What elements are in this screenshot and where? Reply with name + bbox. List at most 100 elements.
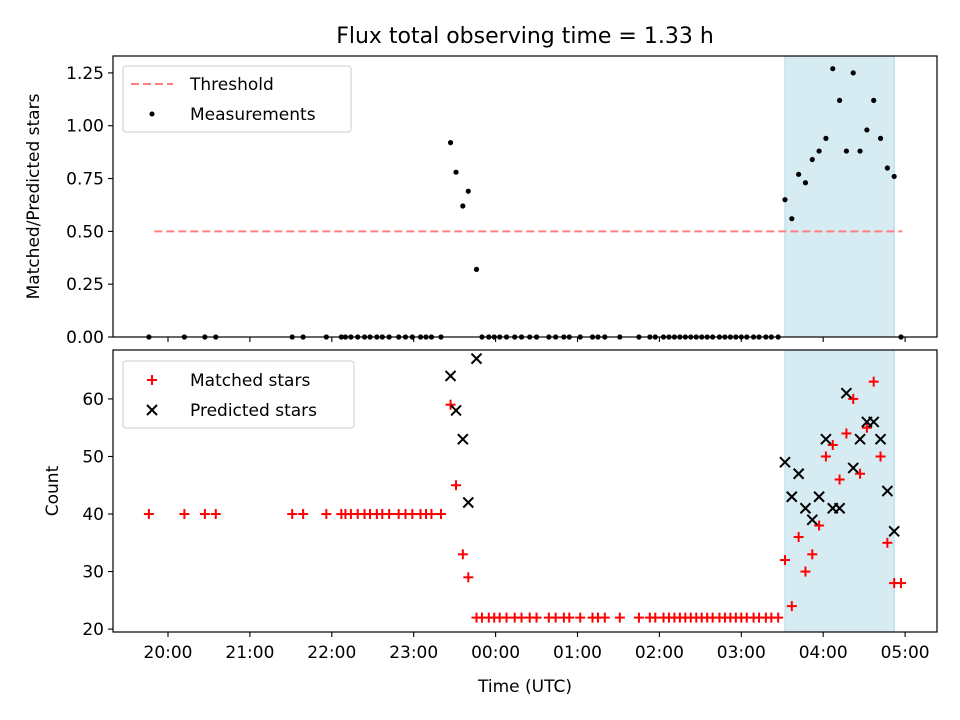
matched-star-marker xyxy=(868,376,879,387)
cross-stroke-b xyxy=(470,352,483,365)
count-x-tick-label: 04:00 xyxy=(799,643,848,663)
measurement-point xyxy=(460,203,466,209)
predicted-star-marker xyxy=(462,496,475,509)
measurement-point xyxy=(802,180,809,186)
matched-star-marker xyxy=(436,509,446,520)
cross-stroke-b xyxy=(867,416,880,428)
matched-star-markers xyxy=(143,376,907,623)
count-panel-x-ticks: 20:00 21:00 22:00 23:00 00:00 01:00 02:00 03:00… xyxy=(144,632,930,663)
cross-stroke-b xyxy=(450,404,462,417)
measurement-point xyxy=(884,165,890,171)
measurement-point xyxy=(447,140,454,146)
cross-stroke-b xyxy=(840,387,853,399)
cross-stroke-b xyxy=(799,502,812,514)
predicted-star-marker xyxy=(779,456,791,468)
ratio-panel-y-ticks: 0.00 0.25 0.50 0.75 1.00 1.25 xyxy=(66,64,113,348)
predicted-star-marker xyxy=(840,387,853,399)
predicted-star-marker xyxy=(888,525,900,537)
count-y-tick-label: 50 xyxy=(82,447,104,467)
matched-star-marker xyxy=(827,439,838,450)
cross-stroke-b xyxy=(146,404,158,416)
chart-title: Flux total observing time = 1.33 h xyxy=(336,24,714,49)
measurement-point xyxy=(816,148,822,154)
matched-star-marker xyxy=(882,537,893,548)
ratio-y-tick-label: 1.00 xyxy=(66,117,104,137)
measurement-point xyxy=(782,197,788,203)
measurement-point xyxy=(830,66,836,72)
measurement-point xyxy=(789,216,795,222)
legend-measurement-swatch xyxy=(149,111,155,117)
matched-star-marker xyxy=(896,578,907,589)
measurement-point xyxy=(836,97,843,103)
matched-star-marker xyxy=(321,509,332,520)
measurement-point xyxy=(864,127,870,133)
matched-star-marker xyxy=(841,428,852,439)
matched-star-marker xyxy=(298,509,309,520)
count-x-tick-label: 03:00 xyxy=(717,643,766,663)
predicted-star-marker xyxy=(806,514,818,526)
measurement-point xyxy=(823,135,829,141)
ratio-panel-legend: Threshold Measurements xyxy=(122,65,352,133)
cross-stroke-b xyxy=(881,485,894,497)
cross-stroke-b xyxy=(786,491,798,503)
predicted-star-marker xyxy=(881,485,894,497)
predicted-star-marker xyxy=(470,352,483,365)
matched-star-marker xyxy=(451,480,462,491)
cross-stroke-b xyxy=(462,496,475,509)
x-axis-label: Time (UTC) xyxy=(477,677,572,697)
count-x-tick-label: 21:00 xyxy=(225,643,274,663)
cross-stroke-b xyxy=(847,462,859,474)
count-y-tick-label: 60 xyxy=(82,390,104,410)
predicted-star-marker xyxy=(867,416,880,428)
count-panel-y-ticks: 20 30 40 50 60 xyxy=(82,390,113,640)
count-panel-legend-box xyxy=(122,360,355,429)
count-x-tick-label: 23:00 xyxy=(389,643,438,663)
observing-span-bottom xyxy=(784,349,895,633)
measurement-point xyxy=(809,156,815,163)
cross-stroke-b xyxy=(779,456,791,468)
count-x-tick-label: 02:00 xyxy=(635,643,684,663)
matched-star-marker xyxy=(814,520,825,531)
measurement-point xyxy=(453,169,459,175)
legend-plus-marker xyxy=(147,375,157,385)
matched-star-marker xyxy=(384,509,395,520)
cross-stroke-b xyxy=(833,502,846,514)
matched-star-marker xyxy=(820,451,831,462)
count-panel: 20 30 40 50 60 20:00 21:00 22:00 23:00 00:00 01:0… xyxy=(43,349,938,697)
legend-threshold-label: Threshold xyxy=(189,75,274,95)
predicted-star-marker xyxy=(847,462,859,474)
cross-stroke-b xyxy=(820,433,832,445)
ratio-panel: 0.00 0.25 0.50 0.75 1.00 1.25 Matched/Predict… xyxy=(24,55,938,348)
cross-stroke-b xyxy=(854,433,866,445)
count-y-tick-label: 40 xyxy=(82,505,104,525)
matched-star-marker xyxy=(800,566,811,577)
ratio-y-tick-label: 1.25 xyxy=(66,64,104,84)
count-y-tick-label: 20 xyxy=(82,620,104,640)
measurement-point xyxy=(796,171,802,177)
matched-star-marker xyxy=(564,612,575,623)
predicted-star-marker xyxy=(799,502,812,514)
matched-star-marker xyxy=(179,509,190,520)
count-x-tick-label: 05:00 xyxy=(881,643,930,663)
matched-star-marker xyxy=(614,612,625,623)
matched-star-marker xyxy=(445,399,456,410)
measurement-point xyxy=(843,148,850,154)
matched-star-marker xyxy=(807,549,818,560)
ratio-y-tick-label: 0.50 xyxy=(66,222,104,242)
matched-star-marker xyxy=(287,509,298,520)
predicted-star-marker xyxy=(833,502,846,514)
cross-stroke-b xyxy=(888,525,900,537)
predicted-star-marker xyxy=(450,404,462,417)
legend-predicted-swatch xyxy=(146,404,158,416)
measurement-point xyxy=(473,266,480,272)
count-panel-frame xyxy=(112,349,938,633)
matched-star-marker xyxy=(848,393,859,404)
predicted-star-markers xyxy=(444,352,900,537)
cross-stroke-b xyxy=(792,468,805,480)
matched-star-marker xyxy=(834,474,845,485)
matched-star-marker xyxy=(531,612,542,623)
count-panel-legend: Matched stars Predicted stars xyxy=(122,360,355,429)
matched-star-marker xyxy=(599,612,610,623)
matched-star-marker xyxy=(143,509,154,520)
